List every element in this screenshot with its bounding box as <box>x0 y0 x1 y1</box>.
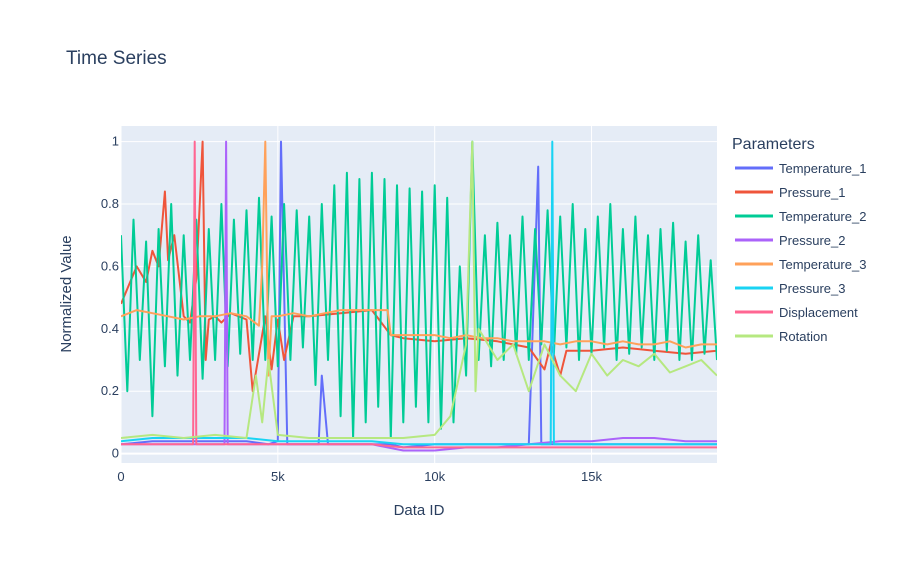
series-line-pressure_3[interactable] <box>121 140 717 446</box>
x-axis-title: Data ID <box>394 502 445 519</box>
legend-item-pressure_2[interactable]: Pressure_2 <box>735 233 845 248</box>
legend-item-pressure_3[interactable]: Pressure_3 <box>735 281 845 296</box>
legend-label: Pressure_2 <box>779 233 845 248</box>
x-tick-label: 0 <box>117 469 124 484</box>
legend[interactable]: Parameters Temperature_1 Pressure_1 Temper… <box>732 136 866 344</box>
legend-label: Rotation <box>779 329 827 344</box>
y-axis-ticks: 0 0.2 0.4 0.6 0.8 1 <box>101 134 119 461</box>
legend-label: Temperature_2 <box>779 209 866 224</box>
legend-item-temperature_3[interactable]: Temperature_3 <box>735 257 866 272</box>
x-tick-label: 5k <box>271 469 285 484</box>
y-tick-label: 0.8 <box>101 196 119 211</box>
chart-title: Time Series <box>66 48 167 69</box>
y-tick-label: 1 <box>112 134 119 149</box>
y-tick-label: 0.2 <box>101 383 119 398</box>
legend-label: Temperature_1 <box>779 161 866 176</box>
series-line-temperature_2[interactable] <box>121 140 717 439</box>
x-tick-label: 15k <box>581 469 602 484</box>
series-line-temperature_3[interactable] <box>121 140 717 377</box>
legend-item-displacement[interactable]: Displacement <box>735 305 858 320</box>
y-tick-label: 0 <box>112 446 119 461</box>
series-line-rotation[interactable] <box>121 140 717 439</box>
series-lines <box>121 140 717 452</box>
legend-item-pressure_1[interactable]: Pressure_1 <box>735 185 845 200</box>
legend-label: Pressure_3 <box>779 281 845 296</box>
x-axis-ticks: 0 5k 10k 15k <box>117 469 602 484</box>
y-tick-label: 0.4 <box>101 321 119 336</box>
y-axis-title: Normalized Value <box>58 235 75 352</box>
x-tick-label: 10k <box>424 469 445 484</box>
legend-label: Displacement <box>779 305 858 320</box>
legend-item-temperature_2[interactable]: Temperature_2 <box>735 209 866 224</box>
y-tick-label: 0.6 <box>101 258 119 273</box>
legend-item-rotation[interactable]: Rotation <box>735 329 827 344</box>
legend-item-temperature_1[interactable]: Temperature_1 <box>735 161 866 176</box>
legend-label: Pressure_1 <box>779 185 845 200</box>
legend-label: Temperature_3 <box>779 257 866 272</box>
series-line-displacement[interactable] <box>121 140 717 449</box>
legend-title: Parameters <box>732 136 815 153</box>
